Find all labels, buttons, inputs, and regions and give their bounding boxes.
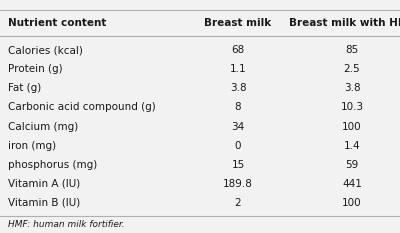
Text: Vitamin A (IU): Vitamin A (IU) — [8, 179, 80, 189]
Text: 34: 34 — [231, 122, 245, 131]
Text: 15: 15 — [231, 160, 245, 170]
Text: 10.3: 10.3 — [340, 103, 364, 112]
Text: Calcium (mg): Calcium (mg) — [8, 122, 78, 131]
Text: phosphorus (mg): phosphorus (mg) — [8, 160, 97, 170]
Text: 8: 8 — [235, 103, 241, 112]
Text: 100: 100 — [342, 122, 362, 131]
Text: 1.1: 1.1 — [230, 64, 246, 74]
Text: 2.5: 2.5 — [344, 64, 360, 74]
Text: HMF: human milk fortifier.: HMF: human milk fortifier. — [8, 220, 125, 229]
Text: 3.8: 3.8 — [344, 83, 360, 93]
Text: Breast milk with HMF: Breast milk with HMF — [289, 18, 400, 28]
Text: 441: 441 — [342, 179, 362, 189]
Text: Vitamin B (IU): Vitamin B (IU) — [8, 198, 80, 208]
Text: 2: 2 — [235, 198, 241, 208]
Text: Calories (kcal): Calories (kcal) — [8, 45, 83, 55]
Text: 100: 100 — [342, 198, 362, 208]
Text: 1.4: 1.4 — [344, 141, 360, 151]
Text: iron (mg): iron (mg) — [8, 141, 56, 151]
Text: 85: 85 — [345, 45, 359, 55]
Text: Nutrient content: Nutrient content — [8, 18, 106, 28]
Text: 59: 59 — [345, 160, 359, 170]
Text: Carbonic acid compound (g): Carbonic acid compound (g) — [8, 103, 156, 112]
Text: 189.8: 189.8 — [223, 179, 253, 189]
Text: 0: 0 — [235, 141, 241, 151]
Text: 3.8: 3.8 — [230, 83, 246, 93]
Text: Breast milk: Breast milk — [204, 18, 272, 28]
Text: Protein (g): Protein (g) — [8, 64, 63, 74]
Text: 68: 68 — [231, 45, 245, 55]
Text: Fat (g): Fat (g) — [8, 83, 41, 93]
